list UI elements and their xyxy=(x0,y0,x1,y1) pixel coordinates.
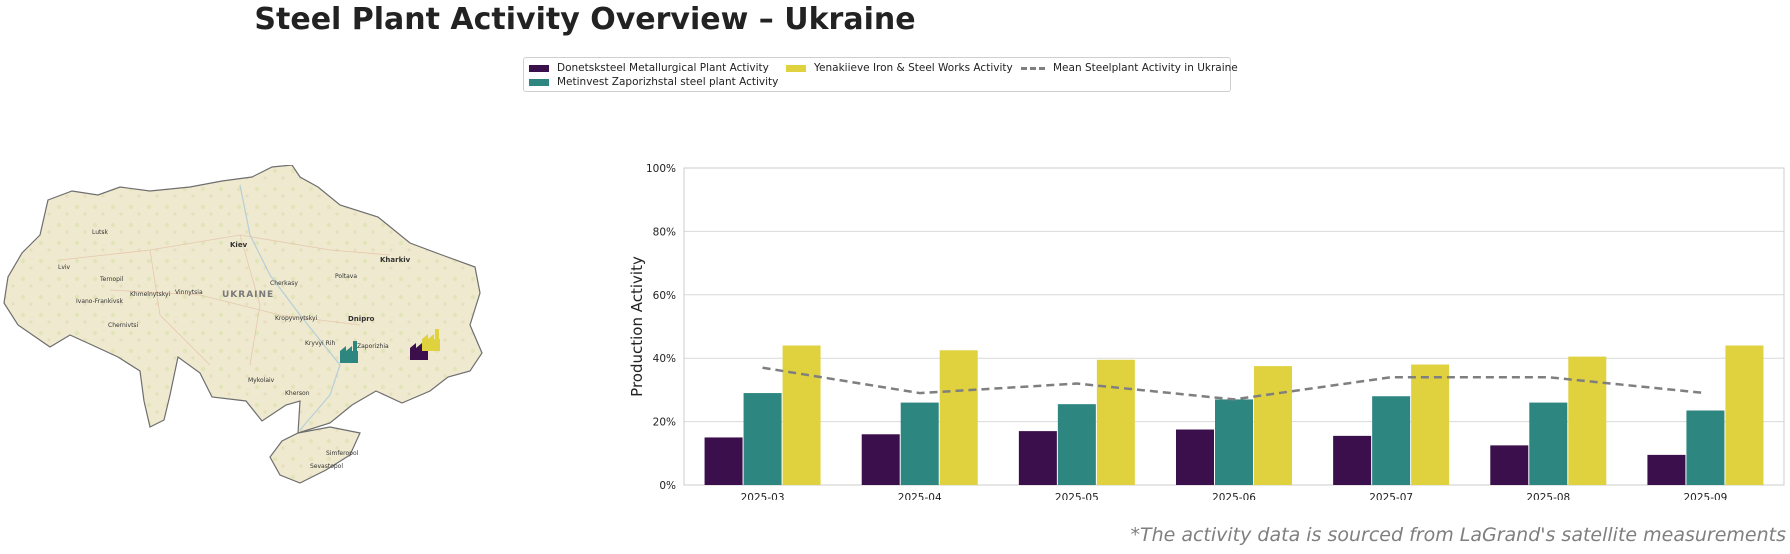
country-label: UKRAINE xyxy=(222,290,274,300)
roads xyxy=(59,234,391,366)
x-tick-label: 2025-04 xyxy=(898,492,942,500)
city-label: Chernivtsi xyxy=(108,322,139,329)
city-label: Poltava xyxy=(335,273,357,280)
bars xyxy=(704,345,1764,485)
y-tick-label: 100% xyxy=(646,163,676,175)
bar xyxy=(1568,356,1607,485)
bar xyxy=(1254,366,1292,485)
legend-label-mean: Mean Steelplant Activity in Ukraine xyxy=(1053,62,1238,74)
legend-label-zaporizhstal: Metinvest Zaporizhstal steel plant Activ… xyxy=(557,76,779,88)
legend-swatch-yenakiieve xyxy=(786,64,806,72)
bar xyxy=(1176,429,1214,485)
city-label: Zaporizhia xyxy=(357,343,389,350)
x-tick-label: 2025-03 xyxy=(741,492,785,500)
bar xyxy=(939,350,978,485)
legend-swatch-donetsksteel xyxy=(529,64,549,72)
city-label: Mykolaiv xyxy=(248,377,275,384)
bar xyxy=(1725,345,1764,485)
y-axis-label: Production Activity xyxy=(628,256,646,397)
footnote: *The activity data is sourced from LaGra… xyxy=(1130,524,1786,546)
ukraine-outline xyxy=(3,165,483,434)
city-label: Khmelnytskyi xyxy=(130,291,171,298)
x-tick-label: 2025-06 xyxy=(1212,492,1256,500)
city-label: Dnipro xyxy=(348,315,375,323)
factory-icon xyxy=(422,329,440,351)
bar xyxy=(1018,431,1057,485)
legend-item-donetsksteel: Donetsksteel Metallurgical Plant Activit… xyxy=(529,62,769,74)
city-label: Kiev xyxy=(230,241,248,249)
city-label: Simferopol xyxy=(326,450,359,457)
city-label: Sevastopol xyxy=(310,463,343,470)
bar xyxy=(1647,454,1686,485)
ukraine-map: Lutsk Kiev Kharkiv Lviv Ternopil Khmelny… xyxy=(3,165,483,484)
dnipro-river xyxy=(239,184,341,431)
x-tick-label: 2025-07 xyxy=(1369,492,1413,500)
city-label: Cherkasy xyxy=(270,280,298,287)
crimea-outline xyxy=(269,426,361,484)
y-tick-label: 40% xyxy=(653,353,676,365)
city-label: Ivano-Frankivsk xyxy=(76,298,124,305)
legend-dash-mean xyxy=(1021,66,1045,70)
city-label: Kharkiv xyxy=(380,256,411,264)
y-tick-label: 0% xyxy=(659,480,676,492)
legend-label-yenakiieve: Yenakiieve Iron & Steel Works Activity xyxy=(814,62,1013,74)
bar xyxy=(1490,445,1529,485)
city-label: Lutsk xyxy=(92,229,109,236)
chart-legend: Donetsksteel Metallurgical Plant Activit… xyxy=(523,57,1238,92)
city-label: Ternopil xyxy=(99,276,124,283)
mean-line-layer xyxy=(762,366,1706,401)
bar xyxy=(1372,396,1411,485)
page-title: Steel Plant Activity Overview – Ukraine xyxy=(254,2,916,37)
legend-swatch-zaporizhstal xyxy=(529,78,549,86)
bar xyxy=(1215,399,1253,485)
y-tick-label: 80% xyxy=(653,226,676,238)
bar xyxy=(861,434,900,485)
x-tick-label: 2025-09 xyxy=(1683,492,1727,500)
bar xyxy=(1057,404,1096,485)
city-label: Vinnytsia xyxy=(175,289,203,296)
x-tick-label: 2025-05 xyxy=(1055,492,1099,500)
city-label: Kherson xyxy=(285,390,310,397)
city-label: Kropyvnytskyi xyxy=(275,315,317,322)
x-tick-label: 2025-08 xyxy=(1526,492,1570,500)
legend-item-zaporizhstal: Metinvest Zaporizhstal steel plant Activ… xyxy=(529,76,778,88)
bar xyxy=(743,393,782,485)
bar xyxy=(704,437,743,485)
bar xyxy=(1096,359,1135,485)
y-tick-label: 60% xyxy=(653,290,676,302)
factory-icon xyxy=(340,341,358,363)
bar xyxy=(900,402,939,485)
y-tick-label: 20% xyxy=(653,417,676,429)
axes: 0% 20% 40% 60% 80% 100% 2025-03 2025-04 2025-05 2… xyxy=(646,163,1785,500)
bar xyxy=(1333,435,1372,485)
bar xyxy=(782,345,821,485)
bar xyxy=(1529,402,1568,485)
legend-label-donetsksteel: Donetsksteel Metallurgical Plant Activit… xyxy=(557,62,769,74)
bar xyxy=(1411,364,1450,485)
legend-item-yenakiieve: Yenakiieve Iron & Steel Works Activity xyxy=(786,62,1013,74)
mean-line xyxy=(762,366,1706,401)
bar-chart: 0% 20% 40% 60% 80% 100% 2025-03 2025-04 2025-05 2… xyxy=(628,163,1785,500)
city-label: Kryvyi Rih xyxy=(305,340,335,347)
bar xyxy=(1686,410,1725,485)
city-label: Lviv xyxy=(58,264,71,271)
legend-item-mean: Mean Steelplant Activity in Ukraine xyxy=(1021,62,1238,74)
